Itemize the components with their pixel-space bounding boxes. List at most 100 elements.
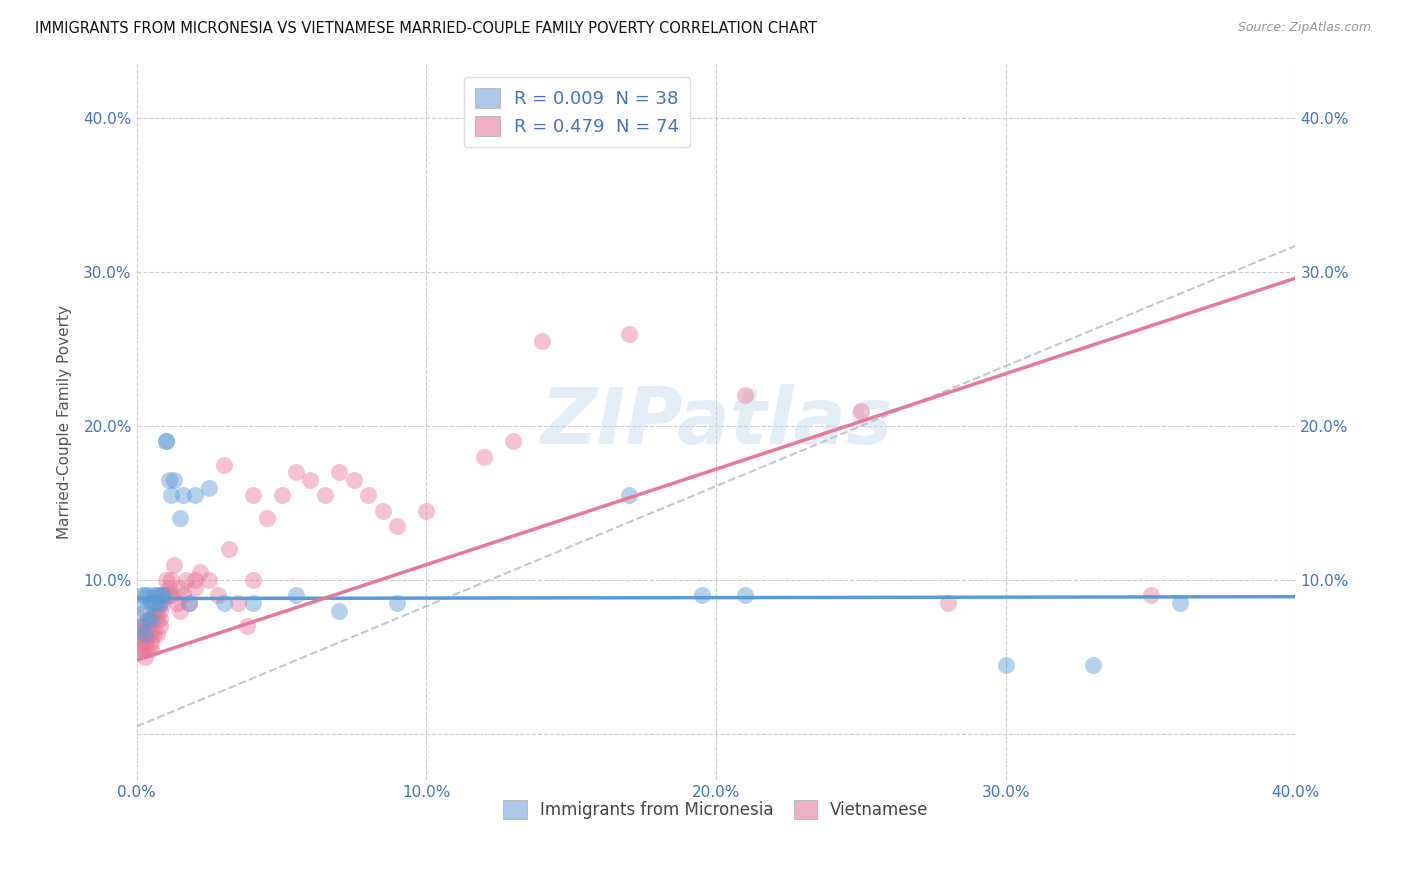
Point: [357, 488, 380, 502]
Point: [131, 634, 153, 648]
Point: [183, 488, 205, 502]
Text: ZIPatlas: ZIPatlas: [540, 384, 893, 460]
Point: [198, 481, 221, 495]
Point: [134, 642, 156, 657]
Point: [177, 596, 200, 610]
Point: [146, 627, 169, 641]
Point: [128, 596, 150, 610]
Point: [387, 596, 409, 610]
Point: [131, 619, 153, 633]
Point: [155, 589, 177, 603]
Point: [328, 465, 350, 479]
Point: [134, 627, 156, 641]
Point: [218, 542, 240, 557]
Point: [149, 619, 172, 633]
Point: [134, 627, 156, 641]
Point: [160, 573, 183, 587]
Point: [152, 596, 174, 610]
Point: [146, 604, 169, 618]
Point: [136, 611, 159, 625]
Point: [139, 634, 162, 648]
Text: Source: ZipAtlas.com: Source: ZipAtlas.com: [1237, 21, 1371, 34]
Point: [131, 642, 153, 657]
Text: IMMIGRANTS FROM MICRONESIA VS VIETNAMESE MARRIED-COUPLE FAMILY POVERTY CORRELATI: IMMIGRANTS FROM MICRONESIA VS VIETNAMESE…: [35, 21, 817, 36]
Point: [734, 589, 756, 603]
Point: [131, 589, 153, 603]
Point: [415, 504, 437, 518]
Point: [212, 596, 235, 610]
Point: [155, 573, 177, 587]
Y-axis label: Married-Couple Family Poverty: Married-Couple Family Poverty: [58, 305, 72, 539]
Point: [143, 627, 166, 641]
Point: [163, 558, 186, 572]
Point: [149, 596, 172, 610]
Point: [270, 488, 292, 502]
Point: [242, 488, 264, 502]
Point: [128, 642, 150, 657]
Point: [143, 604, 166, 618]
Point: [149, 596, 172, 610]
Point: [139, 627, 162, 641]
Point: [343, 473, 366, 487]
Point: [136, 642, 159, 657]
Point: [152, 589, 174, 603]
Point: [172, 488, 194, 502]
Point: [190, 566, 212, 580]
Point: [139, 596, 162, 610]
Point: [849, 403, 872, 417]
Point: [149, 589, 172, 603]
Point: [472, 450, 495, 464]
Point: [1168, 596, 1191, 610]
Point: [146, 589, 169, 603]
Point: [531, 334, 554, 349]
Point: [936, 596, 959, 610]
Point: [163, 473, 186, 487]
Point: [212, 458, 235, 472]
Point: [136, 619, 159, 633]
Point: [285, 465, 308, 479]
Point: [1139, 589, 1161, 603]
Point: [207, 589, 229, 603]
Point: [174, 573, 197, 587]
Point: [143, 611, 166, 625]
Point: [994, 657, 1017, 672]
Point: [387, 519, 409, 533]
Point: [146, 611, 169, 625]
Point: [371, 504, 394, 518]
Point: [160, 589, 183, 603]
Point: [226, 596, 249, 610]
Point: [690, 589, 713, 603]
Point: [128, 627, 150, 641]
Point: [134, 619, 156, 633]
Point: [183, 573, 205, 587]
Point: [134, 589, 156, 603]
Point: [139, 611, 162, 625]
Point: [134, 634, 156, 648]
Point: [1081, 657, 1104, 672]
Point: [134, 604, 156, 618]
Point: [136, 627, 159, 641]
Point: [134, 650, 156, 665]
Point: [160, 488, 183, 502]
Point: [166, 596, 188, 610]
Point: [242, 596, 264, 610]
Point: [169, 604, 191, 618]
Point: [155, 434, 177, 449]
Point: [617, 488, 640, 502]
Point: [299, 473, 322, 487]
Point: [285, 589, 308, 603]
Point: [157, 589, 180, 603]
Point: [149, 611, 172, 625]
Legend: Immigrants from Micronesia, Vietnamese: Immigrants from Micronesia, Vietnamese: [496, 793, 935, 826]
Point: [169, 581, 191, 595]
Point: [136, 589, 159, 603]
Point: [139, 611, 162, 625]
Point: [155, 434, 177, 449]
Point: [157, 473, 180, 487]
Point: [617, 326, 640, 341]
Point: [242, 573, 264, 587]
Point: [152, 589, 174, 603]
Point: [256, 511, 278, 525]
Point: [172, 589, 194, 603]
Point: [131, 619, 153, 633]
